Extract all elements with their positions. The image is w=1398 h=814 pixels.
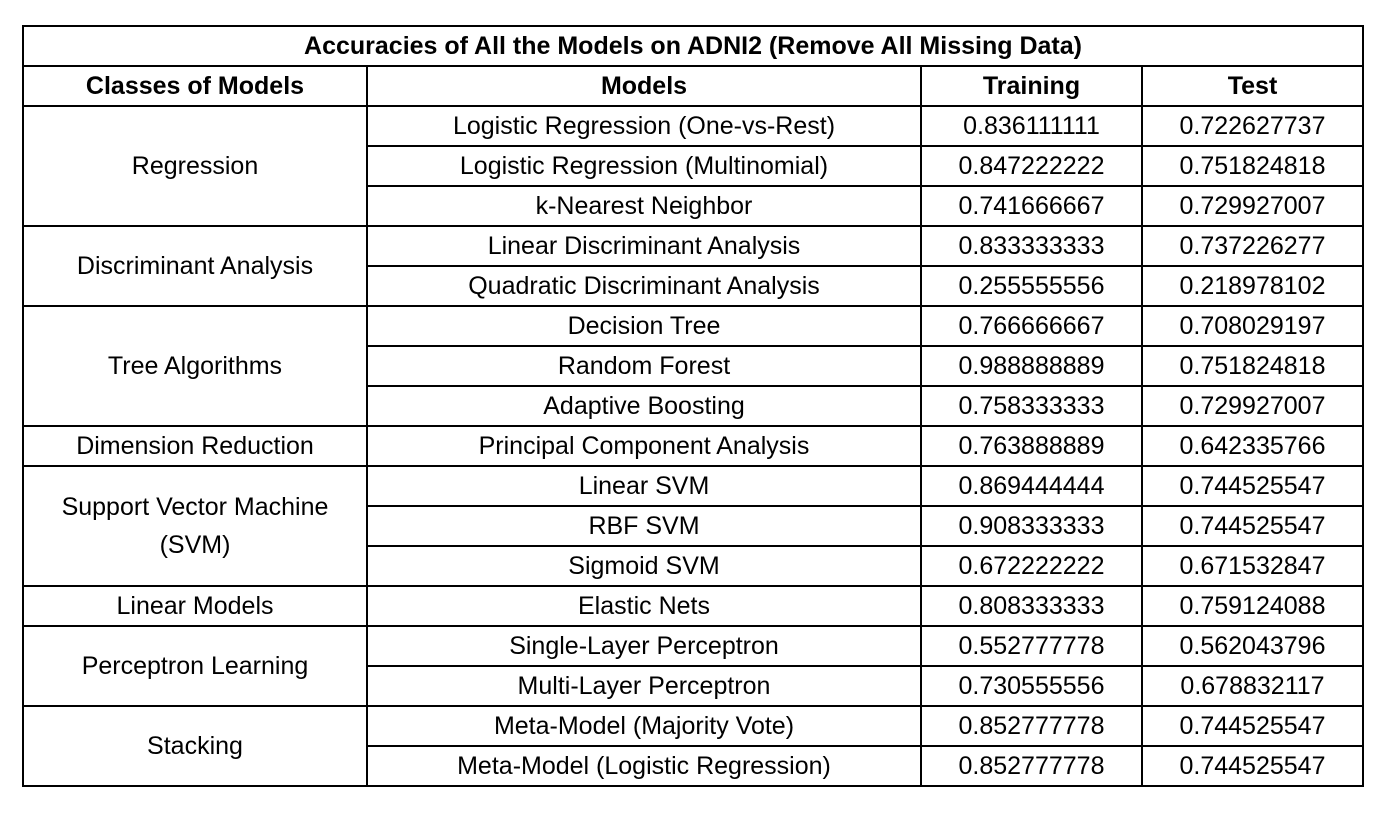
model-class-cell: Discriminant Analysis xyxy=(22,225,368,307)
test-accuracy-cell: 0.751824818 xyxy=(1141,345,1364,387)
model-class-cell: Tree Algorithms xyxy=(22,305,368,427)
header-models: Models xyxy=(366,65,922,107)
table-row: Sigmoid SVM 0.672222222 0.671532847 xyxy=(23,545,1364,587)
model-name-cell: k-Nearest Neighbor xyxy=(366,185,922,227)
model-name-cell: Random Forest xyxy=(366,345,922,387)
test-accuracy-cell: 0.737226277 xyxy=(1141,225,1364,267)
model-name-cell: Adaptive Boosting xyxy=(366,385,922,427)
model-class-cell: Regression xyxy=(22,105,368,227)
model-class-cell: Dimension Reduction xyxy=(22,425,368,467)
model-name-cell: Single-Layer Perceptron xyxy=(366,625,922,667)
table-row: Discriminant Analysis Linear Discriminant… xyxy=(22,225,1364,307)
model-name-cell: Meta-Model (Logistic Regression) xyxy=(366,745,922,787)
test-accuracy-cell: 0.759124088 xyxy=(1141,585,1364,627)
model-name-cell: Linear Discriminant Analysis xyxy=(366,225,922,267)
training-accuracy-cell: 0.741666667 xyxy=(920,185,1143,227)
model-name-cell: Principal Component Analysis xyxy=(366,425,922,467)
model-name-cell: Elastic Nets xyxy=(366,585,922,627)
model-name-cell: RBF SVM xyxy=(366,505,922,547)
table-row: Stacking Meta-Model (Majority Vote) 0.8527… xyxy=(22,705,1364,787)
table-row: Perceptron Learning Single-Layer Perceptr… xyxy=(22,625,1364,707)
table-title: Accuracies of All the Models on ADNI2 (R… xyxy=(22,25,1364,67)
header-test: Test xyxy=(1141,65,1364,107)
model-class-cell: Linear Models xyxy=(22,585,368,627)
model-name-cell: Logistic Regression (Multinomial) xyxy=(366,145,922,187)
model-name-cell: Meta-Model (Majority Vote) xyxy=(366,705,922,747)
table-row: Adaptive Boosting 0.758333333 0.729927007 xyxy=(23,385,1364,427)
table-row: Logistic Regression (Multinomial) 0.84722… xyxy=(23,145,1364,187)
training-accuracy-cell: 0.869444444 xyxy=(920,465,1143,507)
training-accuracy-cell: 0.833333333 xyxy=(920,225,1143,267)
test-accuracy-cell: 0.642335766 xyxy=(1141,425,1364,467)
table-row: Linear Models Elastic Nets 0.808333333 0.75… xyxy=(22,585,1364,627)
training-accuracy-cell: 0.988888889 xyxy=(920,345,1143,387)
model-name-cell: Logistic Regression (One-vs-Rest) xyxy=(366,105,922,147)
model-name-cell: Linear SVM xyxy=(366,465,922,507)
table-row: Regression Logistic Regression (One-vs-Re… xyxy=(22,105,1364,227)
training-accuracy-cell: 0.672222222 xyxy=(920,545,1143,587)
header-classes-of-models: Classes of Models xyxy=(22,65,368,107)
test-accuracy-cell: 0.744525547 xyxy=(1141,705,1364,747)
training-accuracy-cell: 0.552777778 xyxy=(920,625,1143,667)
training-accuracy-cell: 0.758333333 xyxy=(920,385,1143,427)
model-class-cell: Stacking xyxy=(22,705,368,787)
test-accuracy-cell: 0.729927007 xyxy=(1141,385,1364,427)
test-accuracy-cell: 0.744525547 xyxy=(1141,745,1364,787)
accuracy-table-container: Accuracies of All the Models on ADNI2 (R… xyxy=(22,25,1364,787)
training-accuracy-cell: 0.908333333 xyxy=(920,505,1143,547)
training-accuracy-cell: 0.766666667 xyxy=(920,305,1143,347)
table-row: Dimension Reduction Principal Component A… xyxy=(22,425,1364,467)
header-row: Classes of Models Models Training Test xyxy=(22,65,1364,107)
model-name-cell: Quadratic Discriminant Analysis xyxy=(366,265,922,307)
table-row: RBF SVM 0.908333333 0.744525547 xyxy=(23,505,1364,547)
model-name-cell: Sigmoid SVM xyxy=(366,545,922,587)
training-accuracy-cell: 0.730555556 xyxy=(920,665,1143,707)
table-row: Multi-Layer Perceptron 0.730555556 0.67883… xyxy=(23,665,1364,707)
training-accuracy-cell: 0.763888889 xyxy=(920,425,1143,467)
test-accuracy-cell: 0.218978102 xyxy=(1141,265,1364,307)
table-row: Random Forest 0.988888889 0.751824818 xyxy=(23,345,1364,387)
test-accuracy-cell: 0.722627737 xyxy=(1141,105,1364,147)
training-accuracy-cell: 0.852777778 xyxy=(920,705,1143,747)
table-row: k-Nearest Neighbor 0.741666667 0.729927007 xyxy=(23,185,1364,227)
model-class-cell: Perceptron Learning xyxy=(22,625,368,707)
test-accuracy-cell: 0.744525547 xyxy=(1141,465,1364,507)
test-accuracy-cell: 0.678832117 xyxy=(1141,665,1364,707)
test-accuracy-cell: 0.708029197 xyxy=(1141,305,1364,347)
table-row: Tree Algorithms Decision Tree 0.766666667 0… xyxy=(22,305,1364,427)
test-accuracy-cell: 0.562043796 xyxy=(1141,625,1364,667)
table-row: Support Vector Machine (SVM) Linear SVM 0.… xyxy=(22,465,1364,587)
training-accuracy-cell: 0.836111111 xyxy=(920,105,1143,147)
training-accuracy-cell: 0.852777778 xyxy=(920,745,1143,787)
table-body: Regression Logistic Regression (One-vs-Re… xyxy=(22,105,1364,787)
training-accuracy-cell: 0.255555556 xyxy=(920,265,1143,307)
table-row: Meta-Model (Logistic Regression) 0.852777… xyxy=(23,745,1364,787)
test-accuracy-cell: 0.751824818 xyxy=(1141,145,1364,187)
test-accuracy-cell: 0.671532847 xyxy=(1141,545,1364,587)
table-row: Quadratic Discriminant Analysis 0.2555555… xyxy=(23,265,1364,307)
training-accuracy-cell: 0.847222222 xyxy=(920,145,1143,187)
model-name-cell: Decision Tree xyxy=(366,305,922,347)
title-row: Accuracies of All the Models on ADNI2 (R… xyxy=(22,25,1364,67)
test-accuracy-cell: 0.744525547 xyxy=(1141,505,1364,547)
training-accuracy-cell: 0.808333333 xyxy=(920,585,1143,627)
model-class-cell: Support Vector Machine (SVM) xyxy=(22,465,368,587)
model-name-cell: Multi-Layer Perceptron xyxy=(366,665,922,707)
test-accuracy-cell: 0.729927007 xyxy=(1141,185,1364,227)
header-training: Training xyxy=(920,65,1143,107)
accuracy-table: Accuracies of All the Models on ADNI2 (R… xyxy=(22,25,1364,787)
